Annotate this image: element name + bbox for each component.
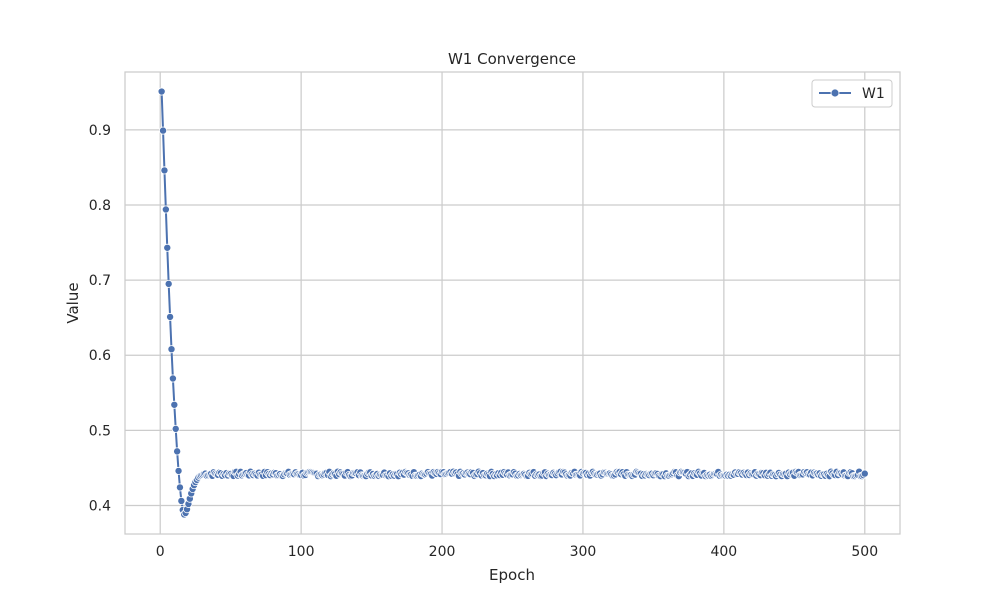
plot-frame bbox=[124, 71, 901, 535]
series-line-w1 bbox=[160, 91, 866, 516]
data-point bbox=[174, 466, 183, 475]
data-point bbox=[170, 400, 179, 409]
series-w1 bbox=[157, 87, 869, 519]
y-tick-label: 0.6 bbox=[89, 348, 111, 364]
data-point bbox=[175, 483, 184, 492]
y-tick-labels: 0.4 0.5 0.6 0.7 0.8 0.9 bbox=[89, 123, 111, 515]
grid-lines bbox=[125, 72, 900, 534]
x-tick-label: 400 bbox=[710, 544, 737, 560]
y-tick-label: 0.8 bbox=[89, 198, 111, 214]
y-axis-label: Value bbox=[64, 282, 82, 323]
legend-box bbox=[811, 79, 893, 108]
x-tick-labels: 0 100 200 300 400 500 bbox=[156, 544, 878, 560]
data-point bbox=[157, 87, 166, 96]
x-tick-label: 0 bbox=[156, 544, 165, 560]
data-point bbox=[164, 279, 173, 288]
data-point bbox=[163, 243, 172, 252]
data-point bbox=[860, 469, 869, 478]
chart-title: W1 Convergence bbox=[448, 50, 576, 68]
data-point bbox=[166, 312, 175, 321]
data-point bbox=[159, 126, 168, 135]
y-tick-label: 0.9 bbox=[89, 123, 111, 139]
data-point bbox=[161, 205, 170, 214]
data-point bbox=[160, 166, 169, 175]
data-point bbox=[168, 374, 177, 383]
y-tick-label: 0.7 bbox=[89, 273, 111, 289]
legend-marker bbox=[830, 88, 840, 98]
x-tick-label: 100 bbox=[288, 544, 315, 560]
data-point bbox=[171, 424, 180, 433]
y-tick-label: 0.5 bbox=[89, 423, 111, 439]
data-point bbox=[173, 447, 182, 456]
x-tick-label: 200 bbox=[429, 544, 456, 560]
x-tick-label: 300 bbox=[570, 544, 597, 560]
data-point bbox=[177, 496, 186, 505]
legend-label-w1: W1 bbox=[862, 86, 885, 102]
legend: W1 bbox=[811, 79, 893, 108]
y-tick-label: 0.4 bbox=[89, 498, 111, 514]
x-tick-label: 500 bbox=[851, 544, 878, 560]
x-axis-label: Epoch bbox=[489, 566, 535, 584]
data-point bbox=[167, 345, 176, 354]
